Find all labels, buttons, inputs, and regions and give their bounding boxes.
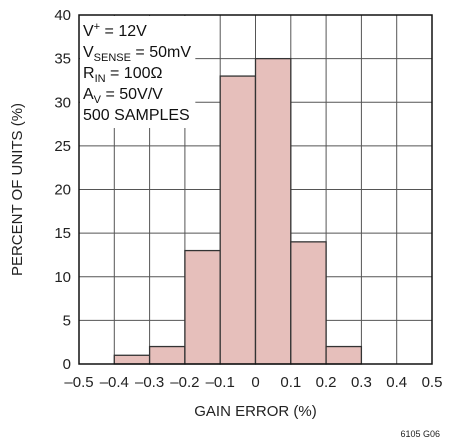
annotation-text: V bbox=[83, 23, 94, 40]
annotation-text: + bbox=[94, 21, 100, 33]
y-tick-label: 10 bbox=[54, 269, 71, 286]
y-tick-labels: 0 5 10 15 20 25 30 35 40 bbox=[54, 7, 71, 373]
annotation-text: A bbox=[83, 86, 94, 103]
y-tick-label: 0 bbox=[63, 356, 71, 373]
histogram-bar bbox=[184, 249, 221, 365]
x-tick-label: –0.2 bbox=[170, 374, 199, 391]
x-tick-label: 0.3 bbox=[351, 374, 372, 391]
annotation-text: 500 SAMPLES bbox=[83, 107, 190, 124]
figure-id: 6105 G06 bbox=[400, 429, 440, 439]
annotation-text: V bbox=[94, 94, 102, 106]
annotation-text: = 50V/V bbox=[101, 86, 163, 103]
y-tick-label: 35 bbox=[54, 51, 71, 68]
y-tick-label: 40 bbox=[54, 7, 71, 24]
histogram-bars bbox=[113, 57, 363, 365]
annotation-text: IN bbox=[95, 73, 106, 85]
x-tick-label: 0.5 bbox=[422, 374, 443, 391]
histogram-bar bbox=[148, 345, 186, 365]
plot-frame bbox=[78, 14, 433, 365]
annotation-line: V+ = 12V bbox=[83, 21, 147, 40]
histogram-bar bbox=[325, 345, 363, 365]
x-tick-label: –0.4 bbox=[100, 374, 129, 391]
y-tick-label: 20 bbox=[54, 182, 71, 199]
x-axis-title: GAIN ERROR (%) bbox=[194, 403, 317, 420]
annotation-line: VSENSE = 50mV bbox=[83, 44, 191, 64]
histogram-bar bbox=[113, 354, 151, 365]
annotation-text: V bbox=[83, 44, 94, 61]
y-tick-label: 30 bbox=[54, 94, 71, 111]
histogram-bar bbox=[254, 57, 292, 365]
annotation-line: 500 SAMPLES bbox=[83, 107, 190, 124]
x-tick-label: 0.2 bbox=[316, 374, 337, 391]
x-tick-label: –0.3 bbox=[135, 374, 164, 391]
annotation-text: = 100Ω bbox=[106, 65, 163, 82]
annotation-backing bbox=[80, 16, 196, 128]
y-tick-label: 5 bbox=[63, 312, 71, 329]
y-tick-label: 25 bbox=[54, 138, 71, 155]
annotation-background bbox=[80, 16, 196, 128]
x-tick-label: 0.1 bbox=[280, 374, 301, 391]
x-tick-label: 0.4 bbox=[386, 374, 407, 391]
histogram-bar bbox=[290, 241, 327, 365]
x-tick-label: –0.1 bbox=[206, 374, 235, 391]
annotation-line: AV = 50V/V bbox=[83, 86, 163, 106]
y-tick-label: 15 bbox=[54, 225, 71, 242]
annotation-text: = 12V bbox=[100, 23, 147, 40]
annotation-text: SENSE bbox=[94, 52, 131, 64]
annotation-text: = 50mV bbox=[131, 44, 191, 61]
x-tick-label: –0.5 bbox=[64, 374, 93, 391]
histogram-bar bbox=[219, 75, 257, 365]
annotation-line: RIN = 100Ω bbox=[83, 65, 162, 85]
x-tick-labels: –0.5 –0.4 –0.3 –0.2 –0.1 0 0.1 0.2 0.3 0.4 0.5 bbox=[64, 374, 442, 391]
annotation-text: R bbox=[83, 65, 95, 82]
x-tick-label: 0 bbox=[251, 374, 259, 391]
y-axis-title: PERCENT OF UNITS (%) bbox=[9, 103, 26, 276]
